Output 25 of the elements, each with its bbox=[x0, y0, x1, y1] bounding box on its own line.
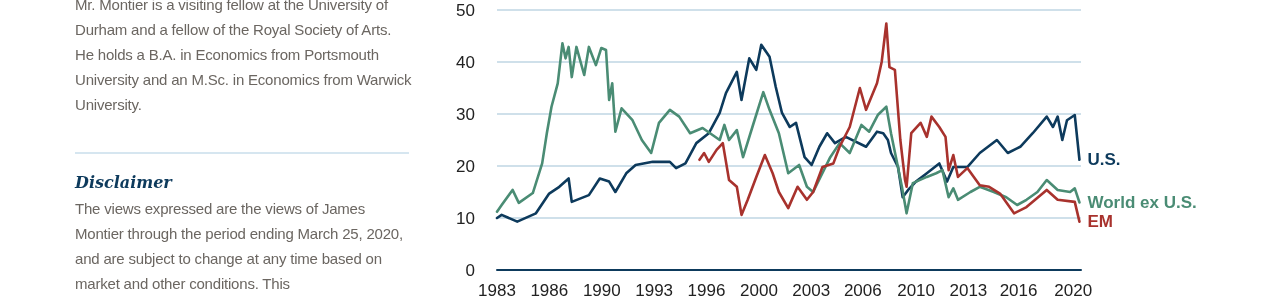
x-tick-label: 2003 bbox=[792, 281, 831, 300]
x-tick-label: 2020 bbox=[1054, 281, 1093, 300]
x-tick-label: 1983 bbox=[478, 281, 516, 300]
x-tick-label: 1996 bbox=[687, 281, 726, 300]
line-series bbox=[698, 22, 1081, 223]
x-tick-label: 1986 bbox=[530, 281, 569, 300]
y-tick-label: 20 bbox=[456, 156, 475, 176]
x-tick-label: 2000 bbox=[740, 281, 778, 300]
y-tick-label: 10 bbox=[456, 208, 475, 228]
series-label: U.S. bbox=[1087, 150, 1121, 170]
text: Mr. Montier is a visiting fellow at the University of Durham and a fellow of the Royal Society of Arts. He holds a B.A. in Economics from Portsmouth University and an M.Sc. in Economics from Warwick University. bbox=[75, 0, 413, 115]
x-tick-label: 1990 bbox=[582, 281, 621, 300]
x-tick-label: 2016 bbox=[999, 281, 1038, 300]
text: Disclaimer bbox=[75, 172, 174, 194]
y-tick-label: 30 bbox=[456, 104, 475, 124]
series-label: EM bbox=[1087, 212, 1113, 232]
x-tick-label: 2010 bbox=[897, 281, 935, 300]
x-tick-label: 2013 bbox=[949, 281, 988, 300]
y-tick-label: 40 bbox=[456, 52, 475, 72]
y-tick-label: 50 bbox=[456, 0, 475, 20]
text: The views expressed are the views of James Montier through the period ending March 25, 2020, and are subject to change at any time based on market and other conditions. This bbox=[75, 199, 404, 294]
x-tick-label: 1993 bbox=[635, 281, 674, 300]
x-tick-label: 2006 bbox=[843, 281, 882, 300]
y-tick-label: 0 bbox=[465, 260, 475, 280]
series-label: World ex U.S. bbox=[1087, 192, 1197, 212]
